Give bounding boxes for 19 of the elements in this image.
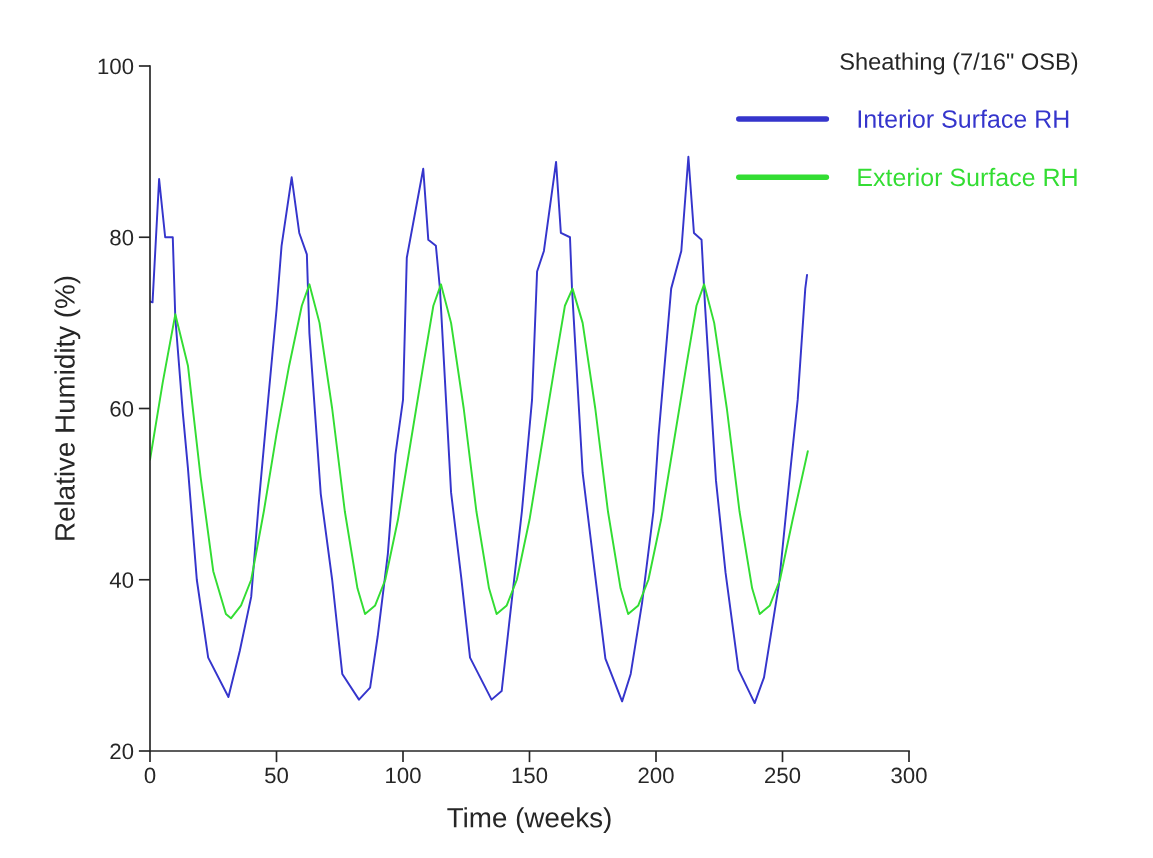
x-tick-label: 250 — [765, 767, 801, 784]
y-tick-label: 40 — [109, 572, 134, 589]
line-series — [150, 283, 809, 620]
y-tick-label: 100 — [98, 58, 134, 75]
legend-label: Interior Surface RH — [858, 109, 1069, 128]
y-tick-label: 80 — [110, 229, 134, 246]
y-tick-label: 20 — [110, 743, 134, 760]
line-series — [150, 155, 809, 705]
x-axis-title: Time (weeks) — [447, 807, 611, 834]
x-tick-label: 150 — [512, 767, 548, 784]
y-tick-label: 60 — [110, 401, 134, 417]
y-axis-title: Relative Humidity (%) — [54, 276, 81, 540]
legend-title: Sheathing (7/16" OSB) — [840, 52, 1078, 75]
x-tick-label: 50 — [265, 767, 288, 784]
x-tick-label: 200 — [638, 767, 674, 784]
legend-label: Exterior Surface RH — [858, 167, 1077, 187]
x-tick-label: 300 — [891, 767, 927, 784]
x-tick-label: 0 — [144, 767, 156, 784]
x-tick-label: 100 — [386, 767, 421, 784]
